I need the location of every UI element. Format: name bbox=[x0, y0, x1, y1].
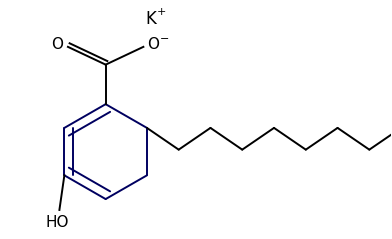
Text: O: O bbox=[147, 37, 159, 52]
Text: −: − bbox=[160, 34, 169, 44]
Text: O: O bbox=[51, 37, 63, 52]
Text: HO: HO bbox=[46, 215, 69, 230]
Text: K: K bbox=[145, 10, 156, 28]
Text: +: + bbox=[156, 7, 166, 17]
